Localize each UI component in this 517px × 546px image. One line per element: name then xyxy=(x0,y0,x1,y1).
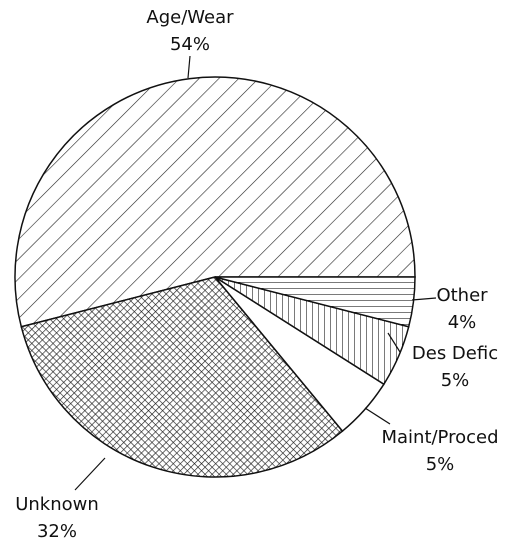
leader-line xyxy=(387,332,401,353)
slice-label: Other xyxy=(436,285,488,306)
slice-value-label: 5% xyxy=(426,454,455,475)
slice-label: Unknown xyxy=(15,494,99,515)
pie-slice xyxy=(14,76,416,328)
pie-slice xyxy=(214,276,416,328)
leader-line xyxy=(411,297,437,301)
slice-value-label: 54% xyxy=(170,34,210,55)
leader-line xyxy=(364,407,391,425)
slice-value-label: 32% xyxy=(37,521,77,542)
slice-value-label: 5% xyxy=(441,370,470,391)
pie-slice xyxy=(20,276,344,478)
slice-label: Age/Wear xyxy=(146,7,234,28)
leader-line xyxy=(74,457,106,491)
slice-label: Des Defic xyxy=(412,343,498,364)
slice-value-label: 4% xyxy=(448,312,477,333)
slice-label: Maint/Proced xyxy=(381,427,498,448)
leader-line xyxy=(187,55,191,79)
